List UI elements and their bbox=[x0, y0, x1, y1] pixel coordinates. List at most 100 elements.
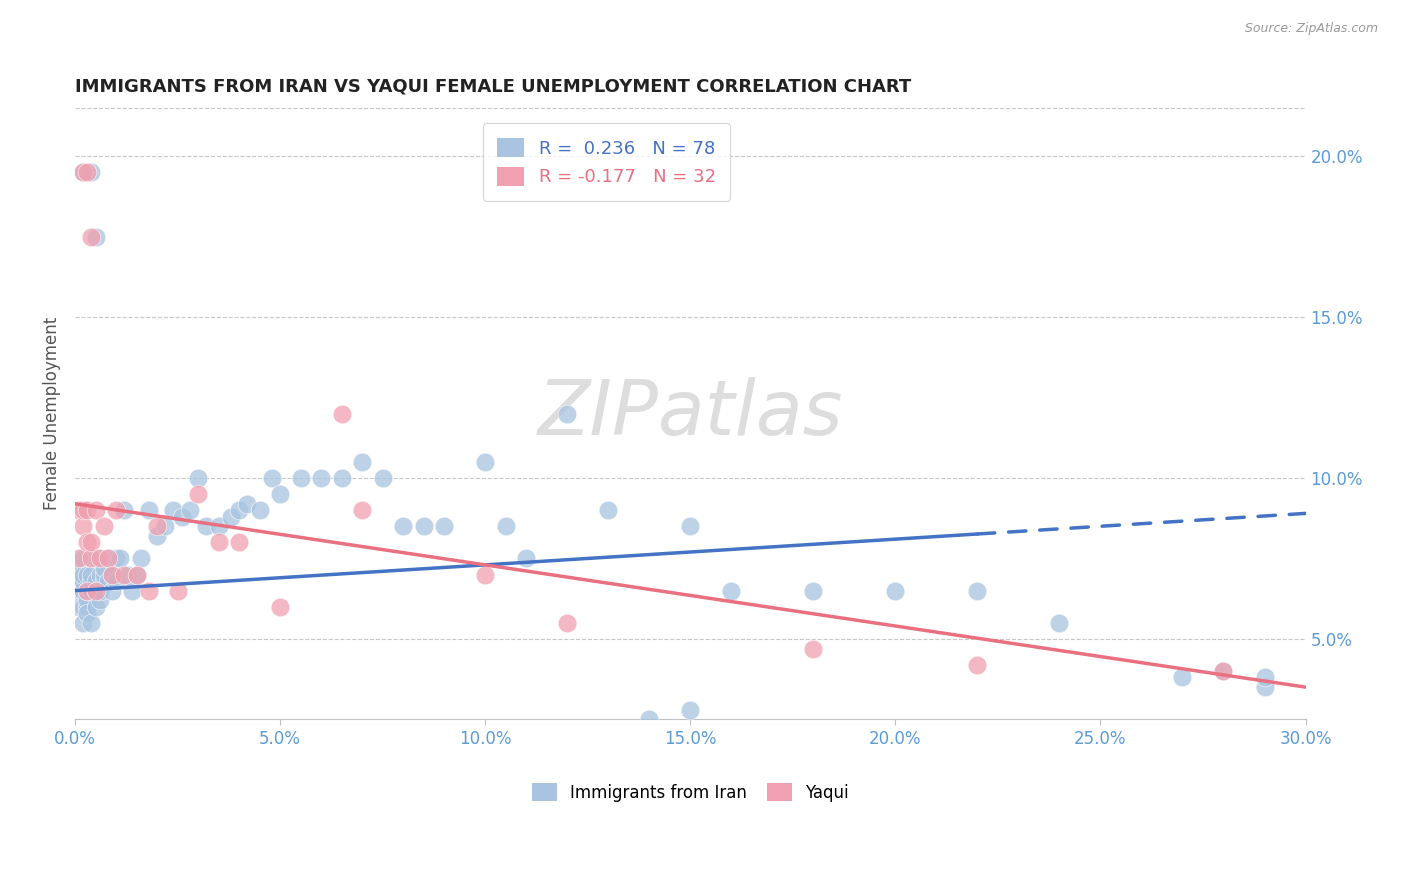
Point bbox=[84, 583, 107, 598]
Point bbox=[89, 593, 111, 607]
Point bbox=[260, 471, 283, 485]
Point bbox=[72, 165, 94, 179]
Point bbox=[1212, 664, 1234, 678]
Point bbox=[89, 583, 111, 598]
Point bbox=[352, 503, 374, 517]
Point bbox=[84, 229, 107, 244]
Point bbox=[125, 567, 148, 582]
Point bbox=[433, 519, 456, 533]
Point bbox=[76, 583, 98, 598]
Point bbox=[101, 567, 124, 582]
Text: IMMIGRANTS FROM IRAN VS YAQUI FEMALE UNEMPLOYMENT CORRELATION CHART: IMMIGRANTS FROM IRAN VS YAQUI FEMALE UNE… bbox=[75, 78, 911, 95]
Point bbox=[162, 503, 184, 517]
Point bbox=[76, 535, 98, 549]
Point bbox=[72, 551, 94, 566]
Text: ZIPatlas: ZIPatlas bbox=[537, 376, 844, 450]
Point bbox=[80, 229, 103, 244]
Point bbox=[555, 407, 578, 421]
Point bbox=[72, 615, 94, 630]
Point bbox=[72, 503, 94, 517]
Point bbox=[195, 519, 218, 533]
Point bbox=[236, 497, 259, 511]
Point bbox=[1171, 670, 1194, 684]
Point bbox=[101, 567, 124, 582]
Point bbox=[392, 519, 415, 533]
Point bbox=[801, 641, 824, 656]
Point bbox=[720, 583, 742, 598]
Point bbox=[112, 503, 135, 517]
Point bbox=[105, 503, 128, 517]
Point bbox=[93, 574, 115, 588]
Point bbox=[72, 519, 94, 533]
Point bbox=[67, 561, 90, 575]
Point bbox=[97, 574, 120, 588]
Point bbox=[515, 551, 537, 566]
Point bbox=[67, 567, 90, 582]
Point bbox=[330, 471, 353, 485]
Point bbox=[412, 519, 434, 533]
Point bbox=[67, 551, 90, 566]
Point bbox=[84, 574, 107, 588]
Point bbox=[474, 567, 496, 582]
Point bbox=[101, 583, 124, 598]
Point bbox=[67, 599, 90, 614]
Point bbox=[76, 165, 98, 179]
Point bbox=[352, 455, 374, 469]
Point bbox=[598, 503, 620, 517]
Point bbox=[219, 509, 242, 524]
Point bbox=[72, 165, 94, 179]
Point bbox=[76, 567, 98, 582]
Point bbox=[884, 583, 907, 598]
Point bbox=[76, 606, 98, 620]
Point bbox=[105, 551, 128, 566]
Point bbox=[67, 583, 90, 598]
Point bbox=[495, 519, 517, 533]
Point bbox=[112, 567, 135, 582]
Point bbox=[72, 583, 94, 598]
Point bbox=[80, 574, 103, 588]
Point bbox=[1212, 664, 1234, 678]
Point bbox=[187, 471, 209, 485]
Point bbox=[207, 535, 229, 549]
Point bbox=[179, 503, 201, 517]
Point bbox=[80, 535, 103, 549]
Point bbox=[330, 407, 353, 421]
Point bbox=[146, 529, 169, 543]
Point bbox=[80, 551, 103, 566]
Point bbox=[80, 567, 103, 582]
Legend: Immigrants from Iran, Yaqui: Immigrants from Iran, Yaqui bbox=[524, 777, 855, 808]
Point bbox=[166, 583, 188, 598]
Point bbox=[555, 615, 578, 630]
Point bbox=[84, 599, 107, 614]
Point bbox=[117, 567, 139, 582]
Point bbox=[129, 551, 152, 566]
Point bbox=[84, 551, 107, 566]
Point bbox=[97, 551, 120, 566]
Point bbox=[138, 503, 160, 517]
Point bbox=[93, 519, 115, 533]
Point bbox=[290, 471, 312, 485]
Point bbox=[269, 487, 291, 501]
Point bbox=[72, 599, 94, 614]
Point bbox=[638, 712, 661, 726]
Point bbox=[93, 567, 115, 582]
Point bbox=[228, 503, 250, 517]
Point bbox=[966, 657, 988, 672]
Point bbox=[80, 615, 103, 630]
Point bbox=[97, 551, 120, 566]
Point bbox=[146, 519, 169, 533]
Point bbox=[76, 593, 98, 607]
Point bbox=[93, 561, 115, 575]
Point bbox=[67, 574, 90, 588]
Point bbox=[187, 487, 209, 501]
Point bbox=[80, 583, 103, 598]
Point bbox=[84, 583, 107, 598]
Point bbox=[155, 519, 177, 533]
Point bbox=[309, 471, 332, 485]
Point bbox=[84, 503, 107, 517]
Point bbox=[138, 583, 160, 598]
Point bbox=[474, 455, 496, 469]
Point bbox=[679, 703, 702, 717]
Point bbox=[89, 551, 111, 566]
Point bbox=[72, 574, 94, 588]
